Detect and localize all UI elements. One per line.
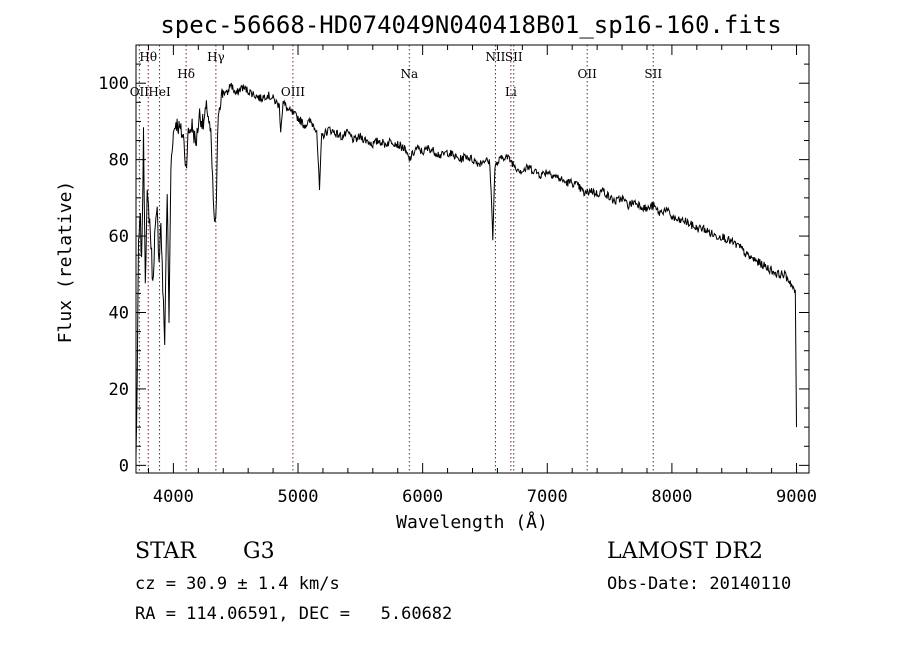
x-tick-label: 6000 [402, 487, 443, 507]
y-tick-label: 20 [109, 380, 129, 400]
x-tick-label: 7000 [527, 487, 568, 507]
spectral-line-markers: OII Hθ HeI Hδ Hγ OIII Na NII Li SII OII SII [130, 45, 662, 473]
x-axis-ticks: 4000 5000 6000 7000 8000 9000 [147, 45, 817, 507]
redshift-cz: cz = 30.9 ± 1.4 km/s [135, 574, 340, 594]
y-tick-label: 60 [109, 227, 129, 247]
y-tick-label: 100 [98, 74, 129, 94]
plot-frame [135, 44, 810, 474]
y-tick-label: 40 [109, 304, 129, 324]
marker-label-hei: HeI [148, 85, 171, 99]
y-tick-label: 80 [109, 151, 129, 171]
marker-label-sii: SII [505, 50, 523, 64]
marker-label-na: Na [400, 67, 418, 81]
marker-label-li: Li [505, 85, 517, 99]
x-tick-label: 4000 [153, 487, 194, 507]
marker-label-nii: NII [485, 50, 505, 64]
y-tick-label: 0 [119, 456, 129, 476]
marker-label-hγ: Hγ [207, 50, 225, 64]
x-tick-label: 9000 [776, 487, 817, 507]
x-axis-label: Wavelength (Å) [396, 511, 548, 533]
survey-name: LAMOST DR2 [607, 539, 763, 564]
object-class: STAR [135, 539, 196, 564]
y-axis-ticks: 0 20 40 60 80 100 [98, 44, 809, 476]
coordinates: RA = 114.06591, DEC = 5.60682 [135, 604, 453, 624]
object-subclass: G3 [243, 539, 275, 564]
marker-label-hδ: Hδ [177, 67, 195, 81]
spectrum-line [135, 82, 797, 456]
marker-label-hθ: Hθ [139, 50, 157, 64]
x-tick-label: 5000 [278, 487, 319, 507]
marker-label-oii: OII [577, 67, 597, 81]
chart-title: spec-56668-HD074049N040418B01_sp16-160.f… [160, 11, 781, 39]
marker-label-sii: SII [644, 67, 662, 81]
observation-date: Obs-Date: 20140110 [607, 574, 792, 594]
marker-label-oiii: OIII [281, 85, 305, 99]
marker-label-oii: OII [130, 85, 150, 99]
x-tick-label: 8000 [651, 487, 692, 507]
y-axis-label: Flux (relative) [55, 181, 76, 344]
